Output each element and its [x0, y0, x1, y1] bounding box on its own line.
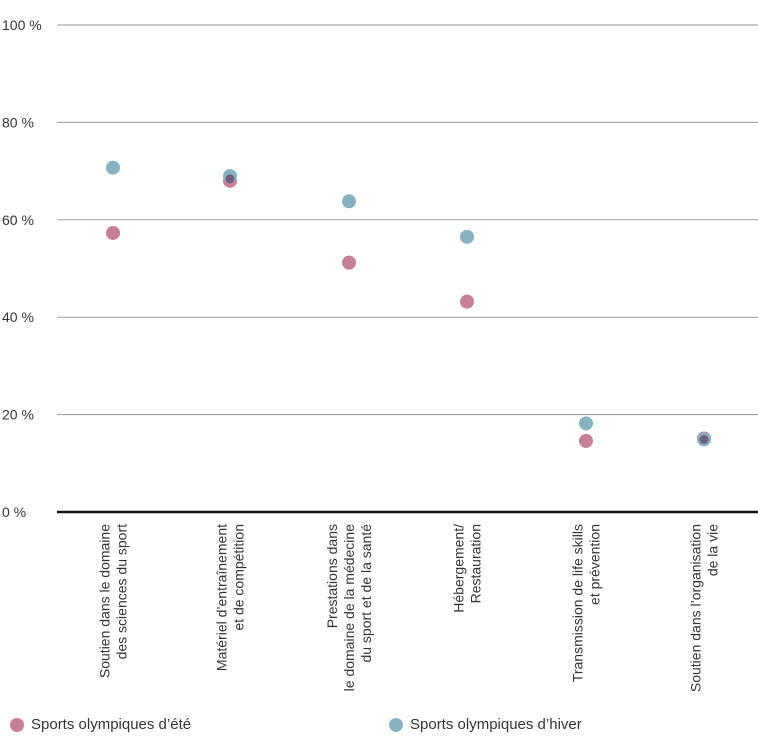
- legend-item-winter: Sports olympiques d’hiver: [389, 716, 582, 733]
- point-summer: [106, 225, 120, 240]
- x-category-label: Prestations dans le domaine de la médecin…: [324, 524, 374, 692]
- y-tick-label: 20 %: [2, 407, 34, 423]
- x-category-label-line: Restauration: [468, 524, 484, 603]
- y-tick-label: 60 %: [2, 212, 34, 228]
- x-category-label-line: Soutien dans l’organisation: [688, 524, 704, 692]
- x-category-label: Transmission de life skills et prévention: [570, 524, 603, 682]
- x-category-label-line: le domaine de la médecine: [341, 524, 357, 692]
- y-tick-label: 40 %: [2, 309, 34, 325]
- y-axis-tick-labels: 0 % 20 % 40 % 60 % 80 % 100 %: [2, 17, 42, 520]
- point-overlap: [699, 434, 709, 444]
- x-axis-category-labels: Soutien dans le domaine des sciences du s…: [97, 524, 721, 692]
- x-category-label-line: et prévention: [587, 524, 603, 605]
- data-points: [106, 160, 711, 448]
- scatter-chart: 0 % 20 % 40 % 60 % 80 % 100 % Soutien dans le…: [2, 17, 758, 692]
- legend-item-summer: Sports olympiques d’été: [10, 716, 191, 733]
- y-tick-label: 100 %: [2, 17, 42, 33]
- x-category-label: Matériel d’entraînement et de compétition: [214, 524, 247, 671]
- legend-swatch-summer: [10, 717, 24, 732]
- legend-swatch-winter: [389, 717, 403, 732]
- x-category-label-line: de la vie: [705, 524, 721, 576]
- legend-label-winter: Sports olympiques d’hiver: [410, 716, 582, 733]
- x-category-label: Soutien dans l’organisation de la vie: [688, 524, 721, 692]
- gridlines: [57, 24, 758, 514]
- x-category-label-line: Matériel d’entraînement: [214, 524, 230, 671]
- x-category-label: Soutien dans le domaine des sciences du s…: [97, 524, 130, 678]
- point-summer: [342, 255, 356, 270]
- x-category-label-line: du sport et de la santé: [358, 524, 374, 663]
- y-tick-label: 80 %: [2, 114, 34, 130]
- point-overlap: [225, 174, 235, 184]
- point-winter: [460, 229, 474, 244]
- x-category-label: Hébergement/Restauration: [451, 524, 484, 613]
- point-winter: [579, 416, 593, 431]
- point-summer: [579, 433, 593, 448]
- y-tick-label: 0 %: [2, 504, 26, 520]
- x-category-label-line: Soutien dans le domaine: [97, 524, 113, 678]
- x-category-label-line: Prestations dans: [324, 524, 340, 628]
- x-category-label-line: et de compétition: [231, 524, 247, 631]
- legend: Sports olympiques d’été Sports olympique…: [0, 714, 758, 736]
- point-summer: [460, 294, 474, 309]
- point-winter: [342, 194, 356, 209]
- x-category-label-line: Transmission de life skills: [570, 524, 586, 682]
- x-category-label-line: des sciences du sport: [114, 524, 130, 660]
- legend-label-summer: Sports olympiques d’été: [31, 716, 192, 733]
- x-category-label-line: Hébergement/: [451, 524, 467, 613]
- point-winter: [106, 160, 120, 175]
